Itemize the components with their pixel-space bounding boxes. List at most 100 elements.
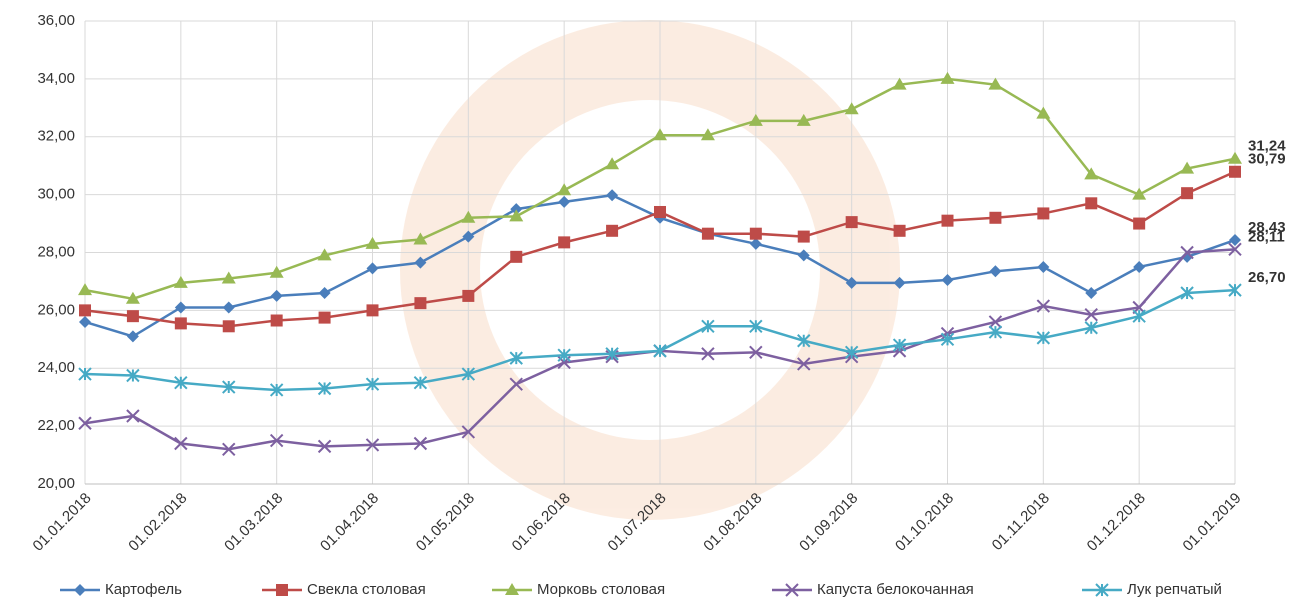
marker (173, 275, 188, 288)
marker (605, 157, 620, 170)
marker (269, 433, 284, 448)
marker (222, 320, 235, 333)
marker (221, 271, 236, 284)
marker (988, 315, 1003, 329)
marker (892, 338, 907, 352)
marker (366, 304, 379, 317)
marker (461, 367, 476, 381)
marker (941, 273, 954, 286)
marker (317, 248, 332, 261)
marker (749, 237, 762, 250)
marker (413, 376, 428, 390)
marker (1036, 331, 1051, 345)
marker (1085, 197, 1098, 210)
marker (845, 216, 858, 229)
x-tick-label: 01.03.2018 (221, 490, 286, 555)
marker (1180, 245, 1194, 260)
marker (462, 230, 475, 243)
marker (701, 347, 715, 361)
marker (78, 416, 92, 430)
marker (276, 584, 288, 596)
marker (1133, 260, 1146, 273)
marker (605, 347, 619, 361)
marker (893, 276, 906, 289)
marker (505, 583, 519, 595)
marker (174, 301, 187, 314)
marker (78, 283, 92, 296)
marker (700, 128, 715, 141)
marker (1095, 583, 1109, 597)
marker (174, 317, 187, 330)
legend-item: Свекла столовая (262, 581, 426, 598)
marker (701, 319, 715, 333)
marker (989, 265, 1002, 278)
marker (892, 77, 907, 90)
y-tick-label: 22,00 (37, 417, 75, 434)
x-tick-label: 01.06.2018 (509, 490, 574, 555)
data-label: 28,11 (1248, 228, 1285, 245)
marker (844, 345, 859, 360)
marker (940, 332, 955, 347)
marker (366, 262, 379, 275)
marker (317, 381, 332, 396)
marker (893, 224, 906, 237)
marker (844, 102, 859, 115)
x-tick-label: 01.01.2018 (30, 490, 95, 555)
marker (79, 304, 91, 317)
marker (797, 357, 811, 371)
marker (1181, 250, 1194, 263)
x-tick-label: 01.12.2018 (1084, 490, 1149, 555)
marker (414, 256, 427, 269)
marker (1084, 167, 1099, 180)
marker (749, 319, 763, 333)
y-tick-label: 24,00 (37, 359, 75, 376)
marker (1132, 187, 1147, 200)
marker (318, 287, 331, 300)
marker (654, 205, 666, 218)
y-tick-label: 34,00 (37, 70, 75, 87)
marker (797, 230, 810, 243)
marker (749, 227, 762, 240)
marker (606, 224, 619, 237)
legend-label: Свекла столовая (307, 581, 426, 598)
marker (797, 334, 811, 348)
marker (748, 113, 763, 126)
marker (941, 214, 954, 227)
marker (1228, 283, 1242, 297)
marker (174, 436, 188, 451)
marker (125, 291, 140, 304)
marker (126, 368, 140, 383)
y-tick-label: 28,00 (37, 243, 75, 260)
marker (74, 584, 86, 596)
marker (365, 438, 380, 452)
marker (510, 250, 523, 263)
y-tick-label: 36,00 (37, 12, 75, 29)
marker (509, 209, 524, 222)
marker (653, 128, 667, 141)
y-tick-label: 30,00 (37, 186, 75, 203)
marker (413, 232, 428, 245)
marker (557, 348, 571, 362)
marker (989, 211, 1002, 224)
marker (510, 203, 523, 216)
marker (270, 289, 283, 302)
marker (558, 195, 571, 208)
marker (317, 439, 332, 454)
marker (606, 189, 619, 202)
marker (653, 344, 667, 358)
marker (785, 583, 799, 597)
marker (1084, 308, 1098, 322)
marker (796, 113, 811, 126)
marker (222, 380, 236, 394)
marker (1229, 234, 1241, 247)
data-label: 31,24 (1248, 138, 1286, 155)
legend-label: Капуста белокочанная (817, 581, 974, 598)
marker (365, 377, 380, 391)
marker (1228, 242, 1242, 257)
x-tick-label: 01.10.2018 (892, 490, 957, 555)
marker (1084, 321, 1098, 335)
marker (1037, 260, 1050, 273)
marker (126, 330, 139, 343)
marker (1228, 151, 1242, 164)
data-label: 28,43 (1248, 219, 1286, 236)
